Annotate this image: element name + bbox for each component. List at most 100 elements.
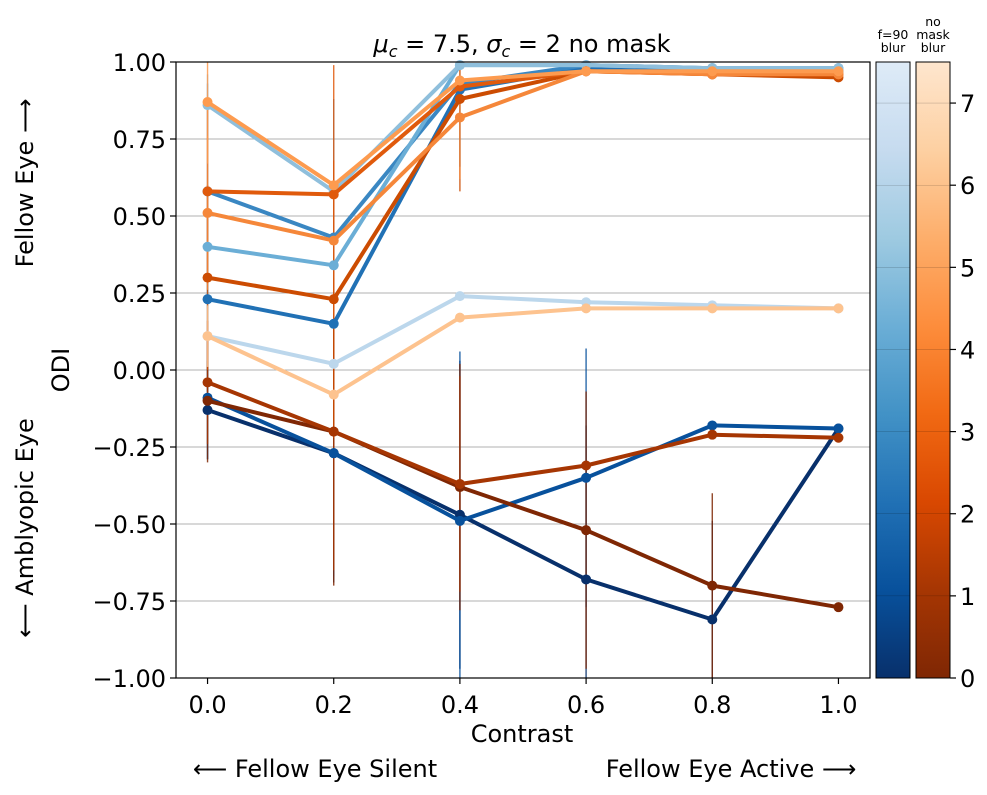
series-point-13-0	[202, 331, 213, 342]
series-line-11	[207, 69, 839, 243]
colorbar-tick-label-1-5: 5	[960, 254, 975, 282]
colorbar-tick-label-1-2: 2	[960, 501, 975, 529]
colorbar-title-1-1: mask	[916, 27, 950, 42]
series-point-13-5	[833, 303, 844, 314]
series-point-1-2	[454, 515, 465, 526]
colorbar-tick-label-1-4: 4	[960, 336, 975, 364]
series-point-1-4	[707, 420, 718, 431]
title-sigma-sub: c	[502, 42, 511, 61]
series-point-9-2	[454, 93, 465, 104]
colorbar-tick-label-1-0: 0	[960, 665, 975, 693]
x-axis-label: Contrast	[471, 720, 574, 748]
series-point-1-1	[328, 448, 339, 459]
title-sigma-rest: = 2 no mask	[510, 30, 670, 58]
series-point-2-0	[202, 294, 213, 305]
series-point-12-3	[581, 66, 592, 77]
title-mu-rest: = 7.5,	[397, 30, 486, 58]
x-tick-label-0: 0.0	[188, 691, 226, 719]
x-tick-label-4: 0.8	[693, 691, 731, 719]
series-point-7-0	[202, 395, 213, 406]
series-line-10	[207, 69, 839, 197]
series-point-12-5	[833, 66, 844, 77]
series-point-13-2	[454, 312, 465, 323]
x-tick-label-5: 1.0	[819, 691, 857, 719]
y-tick-label-2: 0.50	[113, 203, 166, 231]
series-line-8	[206, 380, 839, 486]
series-point-7-3	[581, 525, 592, 536]
x-tick-labels: 0.0 0.2 0.4 0.6 0.8 1.0	[188, 678, 858, 719]
series-point-13-3	[581, 303, 592, 314]
x-tick-label-3: 0.6	[567, 691, 605, 719]
series-point-4-1	[328, 260, 339, 271]
series-point-12-4	[707, 66, 718, 77]
colorbar-title-1-0: no	[925, 14, 941, 29]
y-tick-label-4: 0.00	[113, 357, 166, 385]
colorbar-0	[875, 61, 911, 679]
colorbar-title-1-2: blur	[921, 40, 946, 55]
colorbar-1	[915, 61, 951, 679]
y-tick-label-0: 1.00	[113, 49, 166, 77]
series-point-8-1	[328, 426, 339, 437]
series-line-3	[206, 63, 839, 240]
series-point-8-3	[581, 460, 592, 471]
series-line-5	[206, 63, 839, 194]
x-arrow-left-label: ⟵ Fellow Eye Silent	[193, 755, 437, 783]
series-point-10-1	[328, 189, 339, 200]
y-tick-labels: 1.00 0.75 0.50 0.25 0.00 −0.25 −0.50 −0.75 −1.00	[92, 49, 176, 693]
series-line-2	[207, 66, 839, 326]
series-point-1-5	[833, 423, 844, 434]
series-line-12	[206, 69, 839, 188]
series-point-8-5	[833, 432, 844, 443]
y-tick-label-8: −1.00	[92, 665, 166, 693]
series-point-7-5	[833, 602, 844, 613]
y-arrow-bottom-label: ⟵ Amblyopic Eye	[11, 418, 39, 637]
x-tick-label-2: 0.4	[441, 691, 479, 719]
series-line-13	[206, 306, 839, 397]
series-point-13-1	[328, 389, 339, 400]
series-point-8-0	[202, 377, 213, 388]
series-point-4-0	[202, 241, 213, 252]
series-point-9-1	[328, 294, 339, 305]
series-point-0-3	[581, 574, 592, 585]
series-line-6	[207, 294, 839, 366]
series-point-8-4	[707, 429, 718, 440]
series-lines	[202, 60, 844, 625]
series-point-0-4	[707, 614, 718, 625]
colorbar-tick-label-1-7: 7	[960, 90, 975, 118]
series-point-11-1	[328, 235, 339, 246]
y-tick-label-7: −0.75	[92, 588, 166, 616]
series-point-12-1	[328, 180, 339, 191]
y-tick-label-5: −0.25	[92, 434, 166, 462]
series-point-2-1	[328, 318, 339, 329]
series-point-6-1	[328, 358, 339, 369]
series-point-8-2	[454, 478, 465, 489]
series-point-11-2	[454, 112, 465, 123]
series-point-1-3	[581, 472, 592, 483]
series-point-13-4	[707, 303, 718, 314]
y-tick-label-3: 0.25	[113, 280, 166, 308]
title-mu-sub: c	[389, 42, 398, 61]
x-arrow-right-label: Fellow Eye Active ⟶	[606, 755, 857, 783]
series-line-7	[207, 398, 839, 610]
colorbar-title-0-0: f=90	[878, 27, 909, 42]
series-point-10-0	[202, 186, 213, 197]
title-sigma: σ	[486, 30, 502, 58]
title-mu: μ	[372, 30, 388, 58]
y-axis-label: ODI	[47, 348, 75, 392]
series-point-9-0	[202, 272, 213, 283]
series-point-12-2	[454, 75, 465, 86]
colorbar-title-0-1: blur	[881, 40, 906, 55]
y-tick-label-6: −0.50	[92, 511, 166, 539]
x-tick-label-1: 0.2	[315, 691, 353, 719]
y-arrow-top-label: Fellow Eye ⟶	[11, 99, 39, 268]
series-point-12-0	[202, 97, 213, 108]
series-line-1	[206, 395, 839, 523]
colorbar-tick-label-1-1: 1	[960, 583, 975, 611]
colorbar-tick-label-1-3: 3	[960, 419, 975, 447]
series-point-11-0	[202, 207, 213, 218]
series-point-0-0	[202, 405, 213, 416]
colorbar-tick-label-1-6: 6	[960, 172, 975, 200]
series-line-9	[207, 69, 839, 302]
